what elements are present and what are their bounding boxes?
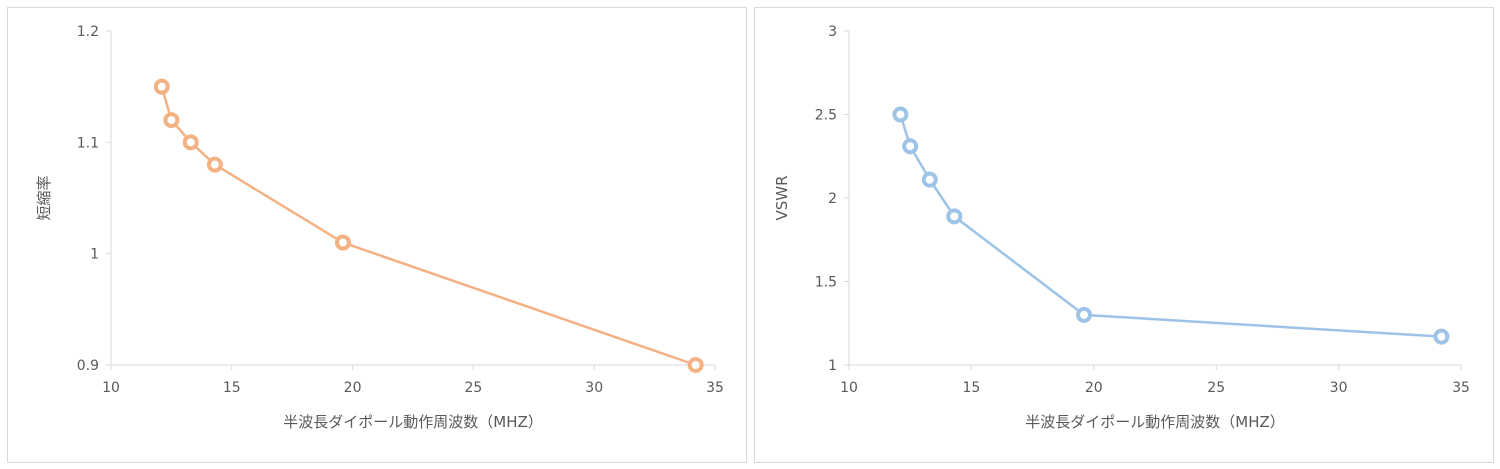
x-tick-label: 35: [1452, 380, 1470, 396]
series-line: [160, 86, 697, 367]
y-tick-label: 1: [90, 247, 99, 263]
data-point: [153, 78, 170, 95]
y-tick-label: 1.1: [77, 135, 99, 151]
x-axis-title: 半波長ダイポール動作周波数（MHZ）: [1025, 413, 1285, 431]
y-tick-label: 2.5: [815, 108, 837, 124]
x-tick-label: 20: [1085, 380, 1103, 396]
y-tick-label: 2: [828, 191, 837, 207]
x-tick-label: 35: [706, 380, 724, 396]
x-tick-label: 25: [464, 380, 482, 396]
data-point: [1076, 306, 1093, 323]
series-line: [899, 114, 1442, 338]
x-tick-label: 30: [1330, 380, 1348, 396]
y-tick-label: 1: [828, 358, 837, 374]
y-tick-label: 3: [828, 24, 837, 40]
y-axis-title: 短縮率: [35, 175, 53, 220]
data-point: [163, 112, 180, 129]
x-tick-label: 20: [344, 380, 362, 396]
x-axis-title: 半波長ダイポール動作周波数（MHZ）: [283, 413, 543, 431]
data-point: [902, 138, 919, 155]
x-tick-label: 15: [223, 380, 241, 396]
y-tick-label: 1.2: [77, 24, 99, 40]
chart-svg-vswr: 1 1.5 2 2.5 3 10 15 20 25 30 35 半波長ダイポール動作周波数（MHZ） V…: [773, 24, 1470, 431]
x-tick-label: 30: [585, 380, 603, 396]
data-point: [687, 357, 704, 373]
x-tick-label: 25: [1207, 380, 1225, 396]
data-point: [334, 234, 351, 251]
chart-svg-shortening-ratio: 0.9 1 1.1 1.2 10 15 20 25 30 35 半波長ダイポール動作周波数（MHZ）…: [35, 24, 724, 431]
data-point: [206, 156, 223, 173]
chart-panel-vswr: 1 1.5 2 2.5 3 10 15 20 25 30 35 半波長ダイポール動作周波数（MHZ） V…: [754, 7, 1494, 463]
chart-panel-shortening-ratio: 0.9 1 1.1 1.2 10 15 20 25 30 35 半波長ダイポール動作周波数（MHZ）…: [7, 7, 747, 463]
data-point: [1433, 328, 1450, 345]
y-tick-label: 1.5: [815, 275, 837, 291]
x-tick-label: 10: [102, 380, 120, 396]
data-point: [892, 106, 909, 123]
x-tick-label: 10: [840, 380, 858, 396]
y-tick-label: 0.9: [77, 358, 99, 374]
data-point: [946, 208, 963, 225]
data-point: [921, 171, 938, 188]
x-tick-label: 15: [962, 380, 980, 396]
y-axis-title: VSWR: [773, 175, 791, 220]
data-point: [182, 134, 199, 151]
